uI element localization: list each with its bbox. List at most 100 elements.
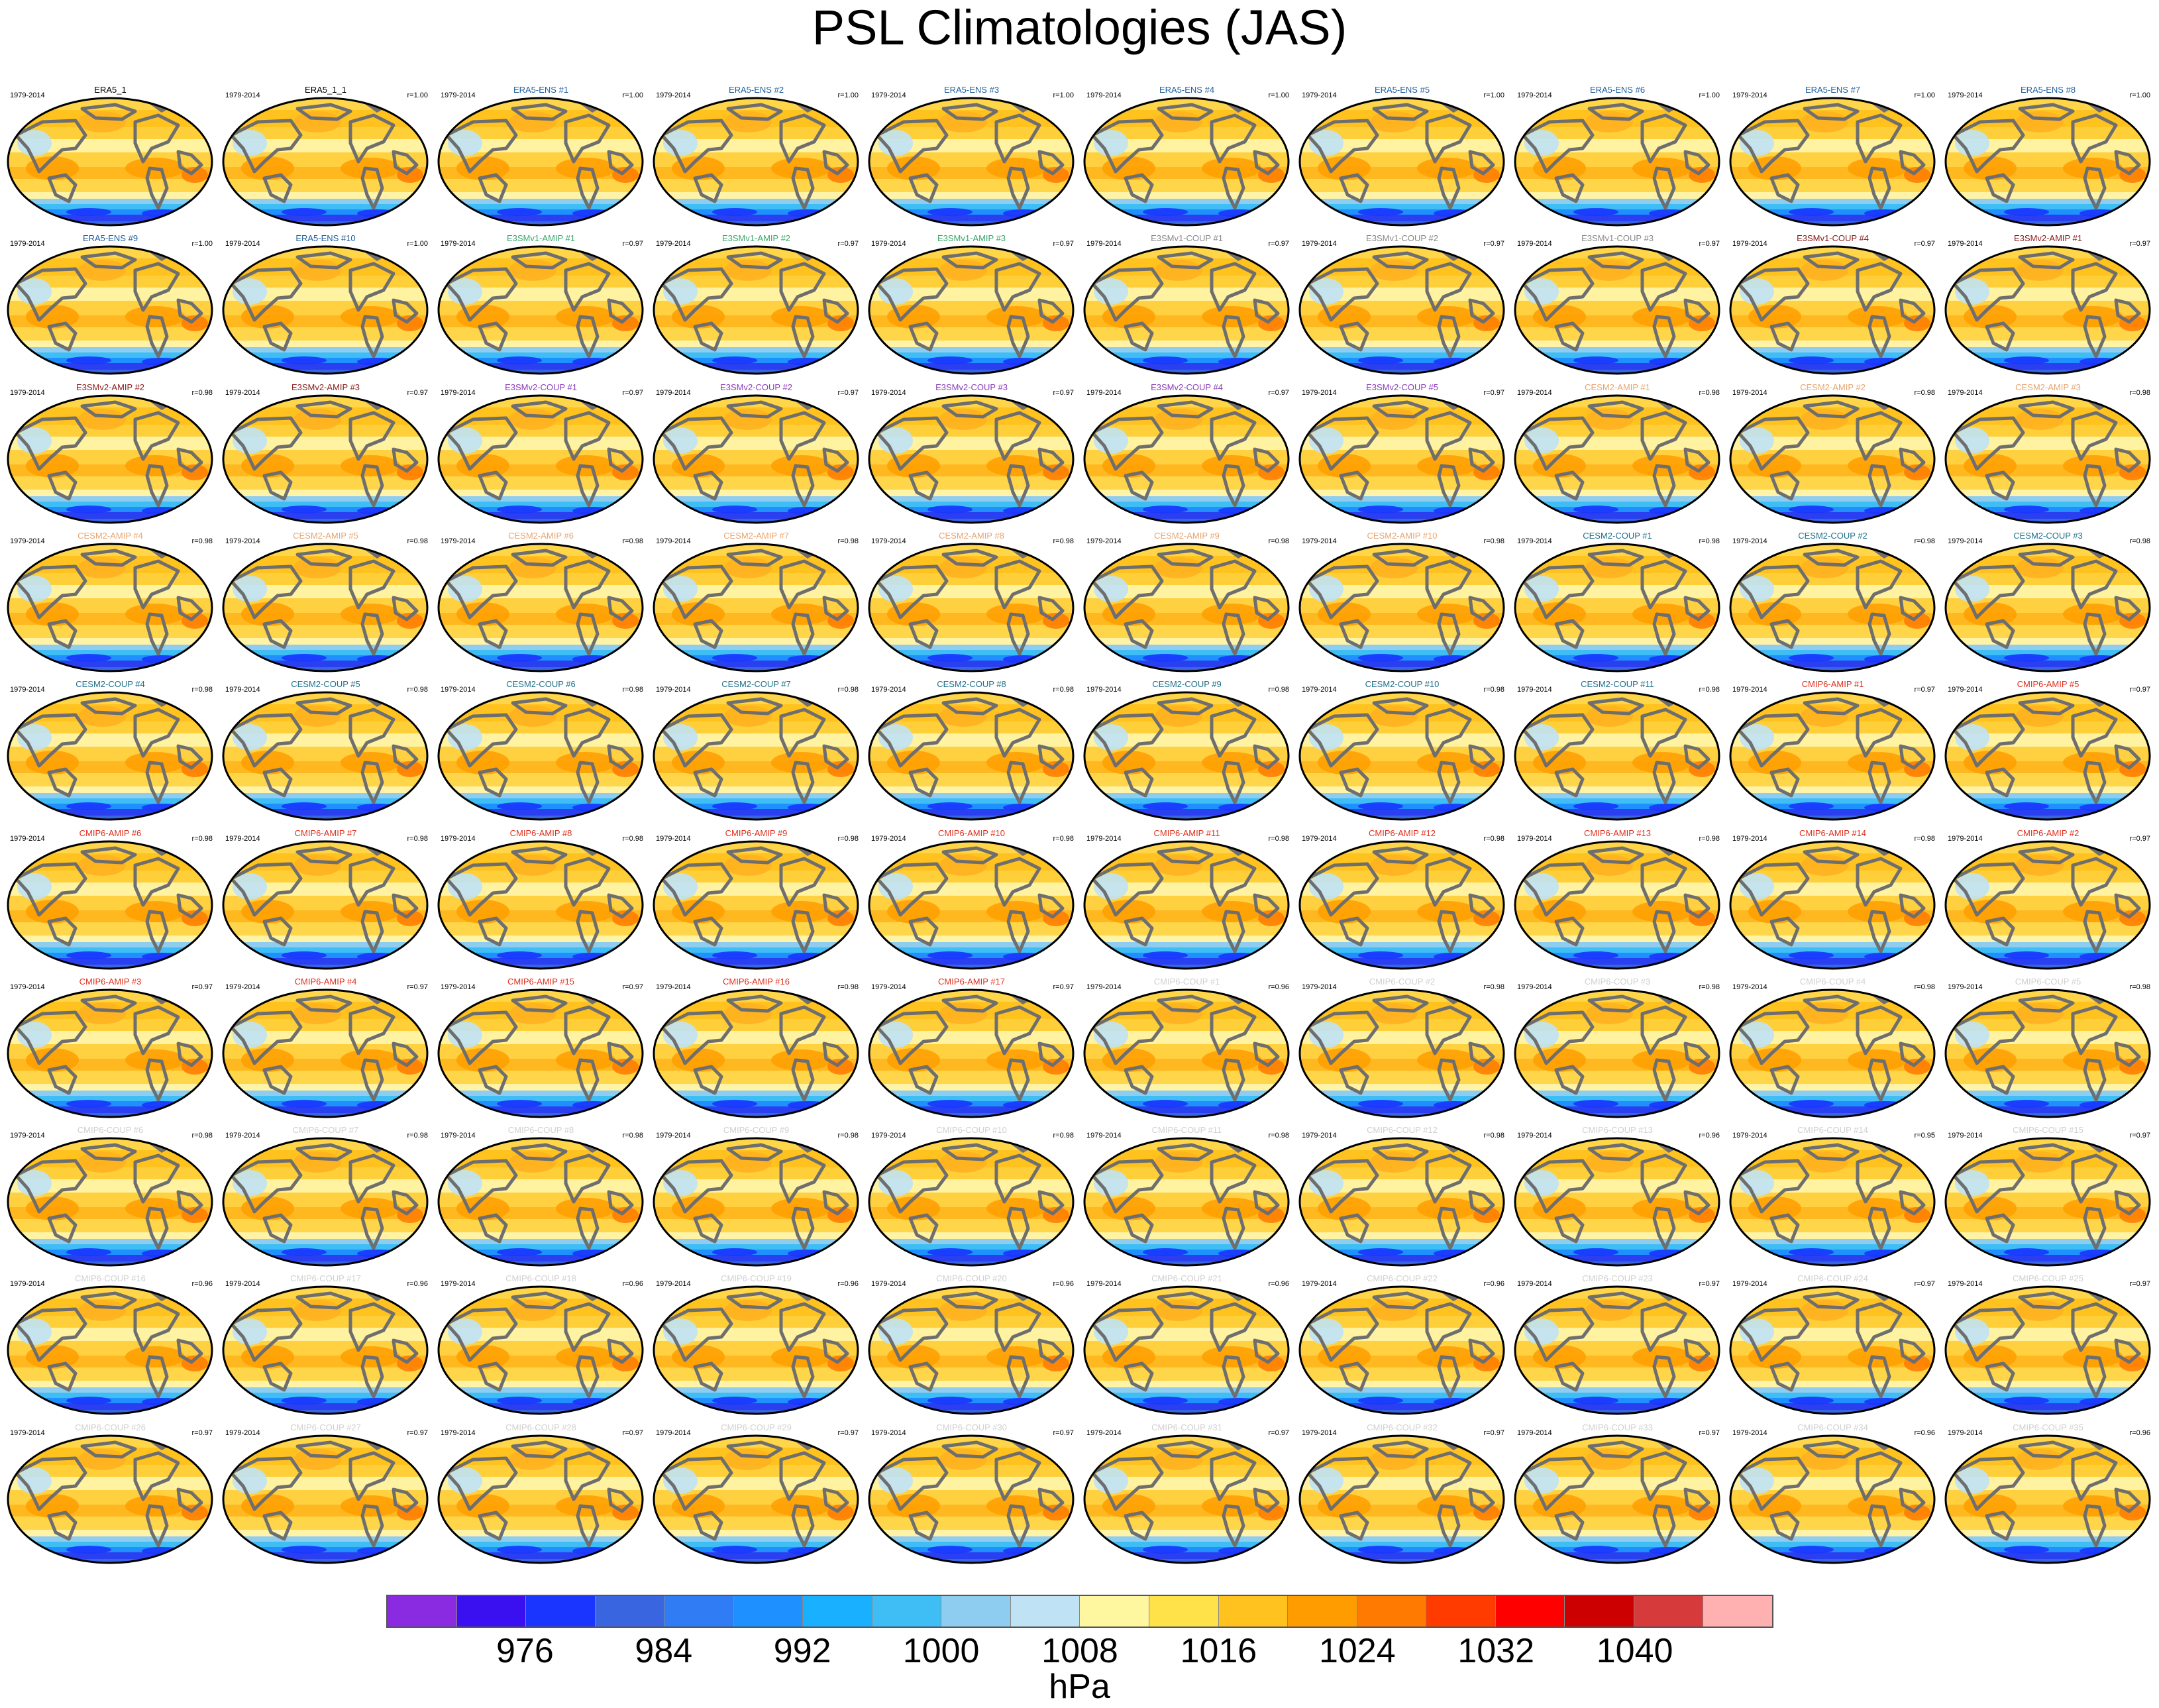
panel-period: 1979-2014 (871, 91, 906, 99)
panel-name: CMIP6-COUP #7 (292, 1125, 359, 1136)
map-panel-87: 1979-2014 CMIP6-COUP #22 r=0.96 (1294, 1274, 1510, 1423)
panel-name: E3SMv2-COUP #1 (505, 382, 577, 392)
panel-period: 1979-2014 (1948, 388, 1983, 397)
panel-name: CMIP6-AMIP #10 (938, 827, 1005, 838)
panel-period: 1979-2014 (10, 686, 45, 694)
colorbar-cell (664, 1596, 734, 1627)
panel-name: CMIP6-COUP #11 (1151, 1125, 1222, 1136)
panel-correlation: r=0.96 (1914, 1428, 1936, 1437)
map-panel (437, 691, 644, 821)
panel-correlation: r=0.96 (407, 1280, 429, 1289)
map-panel (868, 543, 1075, 672)
panel-name: CMIP6-AMIP #13 (1584, 827, 1651, 838)
panel-correlation: r=0.95 (1914, 1132, 1936, 1140)
panel-name: CESM2-COUP #5 (291, 679, 360, 690)
map-panel-29: 1979-2014 CESM2-AMIP #2 r=0.98 (1725, 382, 1940, 532)
map-panel (653, 1137, 859, 1267)
map-panel (868, 1434, 1075, 1564)
panel-name: CMIP6-COUP #10 (936, 1125, 1007, 1136)
map-panel-99: 1979-2014 CMIP6-COUP #34 r=0.96 (1725, 1423, 1940, 1572)
map-panel (1944, 543, 2151, 672)
map-panel (1298, 543, 1505, 672)
panel-period: 1979-2014 (1517, 834, 1552, 843)
panel-name: CESM2-COUP #4 (76, 679, 145, 690)
panel-correlation: r=0.98 (1914, 834, 1936, 843)
panel-period: 1979-2014 (225, 91, 260, 99)
panel-name: CMIP6-AMIP #4 (294, 976, 357, 987)
colorbar-cell (1634, 1596, 1704, 1627)
panel-period: 1979-2014 (656, 1280, 691, 1289)
panel-correlation: r=0.97 (622, 240, 644, 248)
map-panel (7, 840, 213, 969)
map-panel (1298, 1137, 1505, 1267)
panel-name: CESM2-COUP #9 (1152, 679, 1222, 690)
panel-period: 1979-2014 (1948, 834, 1983, 843)
map-panel (868, 394, 1075, 524)
panel-name: CMIP6-COUP #27 (290, 1422, 361, 1432)
panel-period: 1979-2014 (1732, 91, 1767, 99)
map-panel-7: 1979-2014 ERA5-ENS #5 r=1.00 (1294, 85, 1510, 235)
map-panel (653, 97, 859, 227)
map-panel-1: 1979-2014 ERA5_1 (3, 85, 218, 235)
map-panel-97: 1979-2014 CMIP6-COUP #32 r=0.97 (1294, 1423, 1510, 1572)
map-panel-16: 1979-2014 E3SMv1-COUP #1 r=0.97 (1079, 234, 1294, 383)
panel-correlation: r=0.97 (1699, 240, 1720, 248)
map-panel-18: 1979-2014 E3SMv1-COUP #3 r=0.97 (1510, 234, 1725, 383)
map-panel (1514, 988, 1720, 1118)
panel-correlation: r=0.98 (191, 537, 213, 545)
colorbar-cell (733, 1596, 804, 1627)
colorbar (386, 1595, 1773, 1628)
panel-correlation: r=0.96 (2129, 1428, 2151, 1437)
map-panel (1083, 97, 1290, 227)
panel-period: 1979-2014 (1302, 686, 1337, 694)
panel-period: 1979-2014 (1732, 1132, 1767, 1140)
panel-correlation: r=0.96 (622, 1280, 644, 1289)
map-panel (1083, 1137, 1290, 1267)
panel-period: 1979-2014 (1732, 686, 1767, 694)
map-panel (222, 691, 429, 821)
map-panel-37: 1979-2014 CESM2-AMIP #10 r=0.98 (1294, 531, 1510, 680)
panel-correlation: r=0.98 (1699, 983, 1720, 991)
panel-period: 1979-2014 (1086, 1132, 1122, 1140)
panel-name: E3SMv2-AMIP #3 (291, 382, 360, 392)
panel-name: CMIP6-COUP #9 (723, 1125, 790, 1136)
map-panel (1083, 1434, 1290, 1564)
panel-name: CMIP6-COUP #26 (75, 1422, 146, 1432)
panel-period: 1979-2014 (1732, 537, 1767, 545)
panel-name: CMIP6-AMIP #16 (723, 976, 790, 987)
map-panel-35: 1979-2014 CESM2-AMIP #8 r=0.98 (864, 531, 1079, 680)
map-panel-44: 1979-2014 CESM2-COUP #7 r=0.98 (649, 680, 864, 829)
map-panel (1944, 245, 2151, 375)
panel-period: 1979-2014 (441, 537, 476, 545)
map-panel (1729, 245, 1936, 375)
panel-period: 1979-2014 (871, 1132, 906, 1140)
panel-name: CMIP6-COUP #19 (721, 1273, 792, 1284)
map-panel-86: 1979-2014 CMIP6-COUP #21 r=0.96 (1079, 1274, 1294, 1423)
panel-period: 1979-2014 (1086, 388, 1122, 397)
map-panel-63: 1979-2014 CMIP6-AMIP #15 r=0.97 (433, 977, 649, 1126)
panel-period: 1979-2014 (1517, 686, 1552, 694)
colorbar-cell (803, 1596, 872, 1627)
panel-name: CMIP6-COUP #30 (936, 1422, 1007, 1432)
panel-name: CESM2-AMIP #2 (1800, 382, 1866, 392)
colorbar-tick-label: 1040 (1596, 1632, 1673, 1670)
map-panel-57: 1979-2014 CMIP6-AMIP #12 r=0.98 (1294, 829, 1510, 978)
colorbar-tick-label: 1008 (1041, 1632, 1118, 1670)
colorbar-cell (941, 1596, 1011, 1627)
panel-correlation: r=0.96 (1483, 1280, 1505, 1289)
map-panel (1514, 394, 1720, 524)
panel-period: 1979-2014 (441, 240, 476, 248)
map-panel (1514, 1434, 1720, 1564)
panel-correlation: r=0.97 (1914, 1280, 1936, 1289)
panel-period: 1979-2014 (656, 91, 691, 99)
panel-period: 1979-2014 (441, 983, 476, 991)
map-panel (7, 543, 213, 672)
panel-correlation: r=0.98 (622, 686, 644, 694)
panel-name: E3SMv2-COUP #3 (935, 382, 1008, 392)
map-panel-17: 1979-2014 E3SMv1-COUP #2 r=0.97 (1294, 234, 1510, 383)
map-panel-30: 1979-2014 CESM2-AMIP #3 r=0.98 (1940, 383, 2156, 532)
map-panel (7, 988, 213, 1118)
panel-period: 1979-2014 (10, 388, 45, 397)
map-panel-31: 1979-2014 CESM2-AMIP #4 r=0.98 (3, 531, 218, 680)
panel-period: 1979-2014 (656, 983, 691, 991)
